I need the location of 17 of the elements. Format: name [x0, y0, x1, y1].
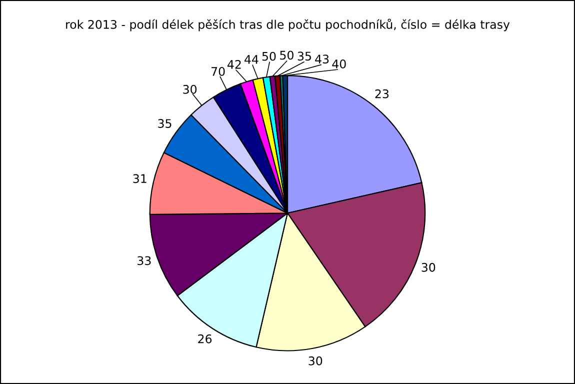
chart-title: rok 2013 - podíl délek pěších tras dle počtu pochodníků, číslo = délka trasy	[66, 18, 510, 32]
slice-label: 44	[244, 55, 258, 64]
slice-label: 30	[183, 84, 197, 94]
slice-label: 31	[133, 174, 146, 184]
slice-label: 50	[262, 52, 276, 61]
slice-label: 42	[227, 60, 241, 69]
slice-label: 70	[212, 66, 225, 76]
slice-label: 40	[332, 59, 346, 68]
slice-label: 50	[280, 50, 294, 60]
slice-label: 33	[138, 256, 151, 266]
slice-label: 26	[198, 334, 212, 344]
slice-label: 23	[375, 89, 389, 98]
slice-label: 30	[308, 356, 322, 366]
slice-label: 43	[315, 54, 329, 64]
slice-label: 30	[422, 262, 436, 272]
slice-label: 35	[298, 52, 311, 61]
slice-label: 35	[158, 119, 172, 128]
